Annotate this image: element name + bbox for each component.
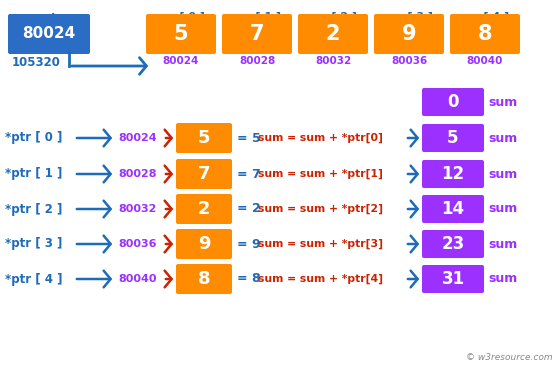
Text: 23: 23 bbox=[442, 235, 465, 253]
Text: *ptr [ 2 ]: *ptr [ 2 ] bbox=[5, 202, 63, 215]
Text: *ptr [ 0 ]: *ptr [ 0 ] bbox=[5, 131, 63, 145]
FancyBboxPatch shape bbox=[176, 264, 232, 294]
Text: © w3resource.com: © w3resource.com bbox=[466, 353, 553, 362]
Text: 14: 14 bbox=[442, 200, 465, 218]
FancyBboxPatch shape bbox=[176, 123, 232, 153]
Text: 80040: 80040 bbox=[118, 274, 157, 284]
Text: sum: sum bbox=[488, 131, 517, 145]
Text: = 9: = 9 bbox=[237, 238, 260, 250]
Text: sum: sum bbox=[488, 168, 517, 181]
FancyBboxPatch shape bbox=[450, 14, 520, 54]
Text: 105320: 105320 bbox=[12, 56, 61, 69]
Text: *ptr [ 4 ]: *ptr [ 4 ] bbox=[5, 272, 63, 286]
Text: = 2: = 2 bbox=[237, 202, 260, 215]
Text: sum = sum + *ptr[4]: sum = sum + *ptr[4] bbox=[258, 274, 383, 284]
Text: 12: 12 bbox=[442, 165, 465, 183]
Text: sum = sum + *ptr[3]: sum = sum + *ptr[3] bbox=[258, 239, 383, 249]
Text: arr [ 1 ]: arr [ 1 ] bbox=[233, 12, 281, 22]
Text: 2: 2 bbox=[326, 24, 340, 44]
FancyBboxPatch shape bbox=[146, 14, 216, 54]
Text: sum: sum bbox=[488, 95, 517, 108]
Text: = 7: = 7 bbox=[237, 168, 260, 181]
Text: 80036: 80036 bbox=[391, 56, 427, 66]
FancyBboxPatch shape bbox=[176, 159, 232, 189]
FancyBboxPatch shape bbox=[422, 195, 484, 223]
Text: arr [ 4 ]: arr [ 4 ] bbox=[461, 12, 509, 22]
Text: 80040: 80040 bbox=[467, 56, 503, 66]
Text: 5: 5 bbox=[174, 24, 188, 44]
Text: 5: 5 bbox=[447, 129, 459, 147]
FancyBboxPatch shape bbox=[422, 160, 484, 188]
FancyBboxPatch shape bbox=[422, 124, 484, 152]
Text: 80024: 80024 bbox=[22, 27, 75, 41]
FancyBboxPatch shape bbox=[176, 229, 232, 259]
Text: sum: sum bbox=[488, 272, 517, 286]
Text: 9: 9 bbox=[402, 24, 416, 44]
Text: ptr: ptr bbox=[41, 12, 63, 25]
FancyBboxPatch shape bbox=[176, 194, 232, 224]
Text: sum = sum + *ptr[1]: sum = sum + *ptr[1] bbox=[258, 169, 383, 179]
FancyBboxPatch shape bbox=[298, 14, 368, 54]
Text: 7: 7 bbox=[198, 165, 210, 183]
Text: *ptr [ 1 ]: *ptr [ 1 ] bbox=[5, 168, 63, 181]
FancyBboxPatch shape bbox=[8, 14, 90, 54]
FancyBboxPatch shape bbox=[222, 14, 292, 54]
FancyBboxPatch shape bbox=[374, 14, 444, 54]
Text: sum: sum bbox=[488, 238, 517, 250]
Text: 31: 31 bbox=[442, 270, 465, 288]
Text: 80024: 80024 bbox=[163, 56, 199, 66]
Text: sum = sum + *ptr[0]: sum = sum + *ptr[0] bbox=[258, 133, 383, 143]
Text: 80036: 80036 bbox=[118, 239, 157, 249]
FancyBboxPatch shape bbox=[422, 88, 484, 116]
Text: 80032: 80032 bbox=[118, 204, 157, 214]
Text: 9: 9 bbox=[198, 235, 210, 253]
Text: arr [ 3 ]: arr [ 3 ] bbox=[385, 12, 433, 22]
Text: 80028: 80028 bbox=[118, 169, 157, 179]
Text: = 8: = 8 bbox=[237, 272, 260, 286]
Text: arr [ 2 ]: arr [ 2 ] bbox=[309, 12, 357, 22]
Text: 2: 2 bbox=[198, 200, 210, 218]
FancyBboxPatch shape bbox=[422, 265, 484, 293]
Text: 80032: 80032 bbox=[315, 56, 351, 66]
Text: 8: 8 bbox=[478, 24, 492, 44]
Text: 80024: 80024 bbox=[118, 133, 157, 143]
Text: *ptr [ 3 ]: *ptr [ 3 ] bbox=[5, 238, 63, 250]
Text: sum = sum + *ptr[2]: sum = sum + *ptr[2] bbox=[258, 204, 383, 214]
Text: 5: 5 bbox=[198, 129, 210, 147]
Text: sum: sum bbox=[488, 202, 517, 215]
Text: 0: 0 bbox=[447, 93, 459, 111]
Text: 7: 7 bbox=[250, 24, 264, 44]
Text: 80028: 80028 bbox=[239, 56, 275, 66]
Text: arr [ 0 ]: arr [ 0 ] bbox=[157, 12, 205, 22]
FancyBboxPatch shape bbox=[422, 230, 484, 258]
Text: 8: 8 bbox=[198, 270, 210, 288]
Text: = 5: = 5 bbox=[237, 131, 260, 145]
